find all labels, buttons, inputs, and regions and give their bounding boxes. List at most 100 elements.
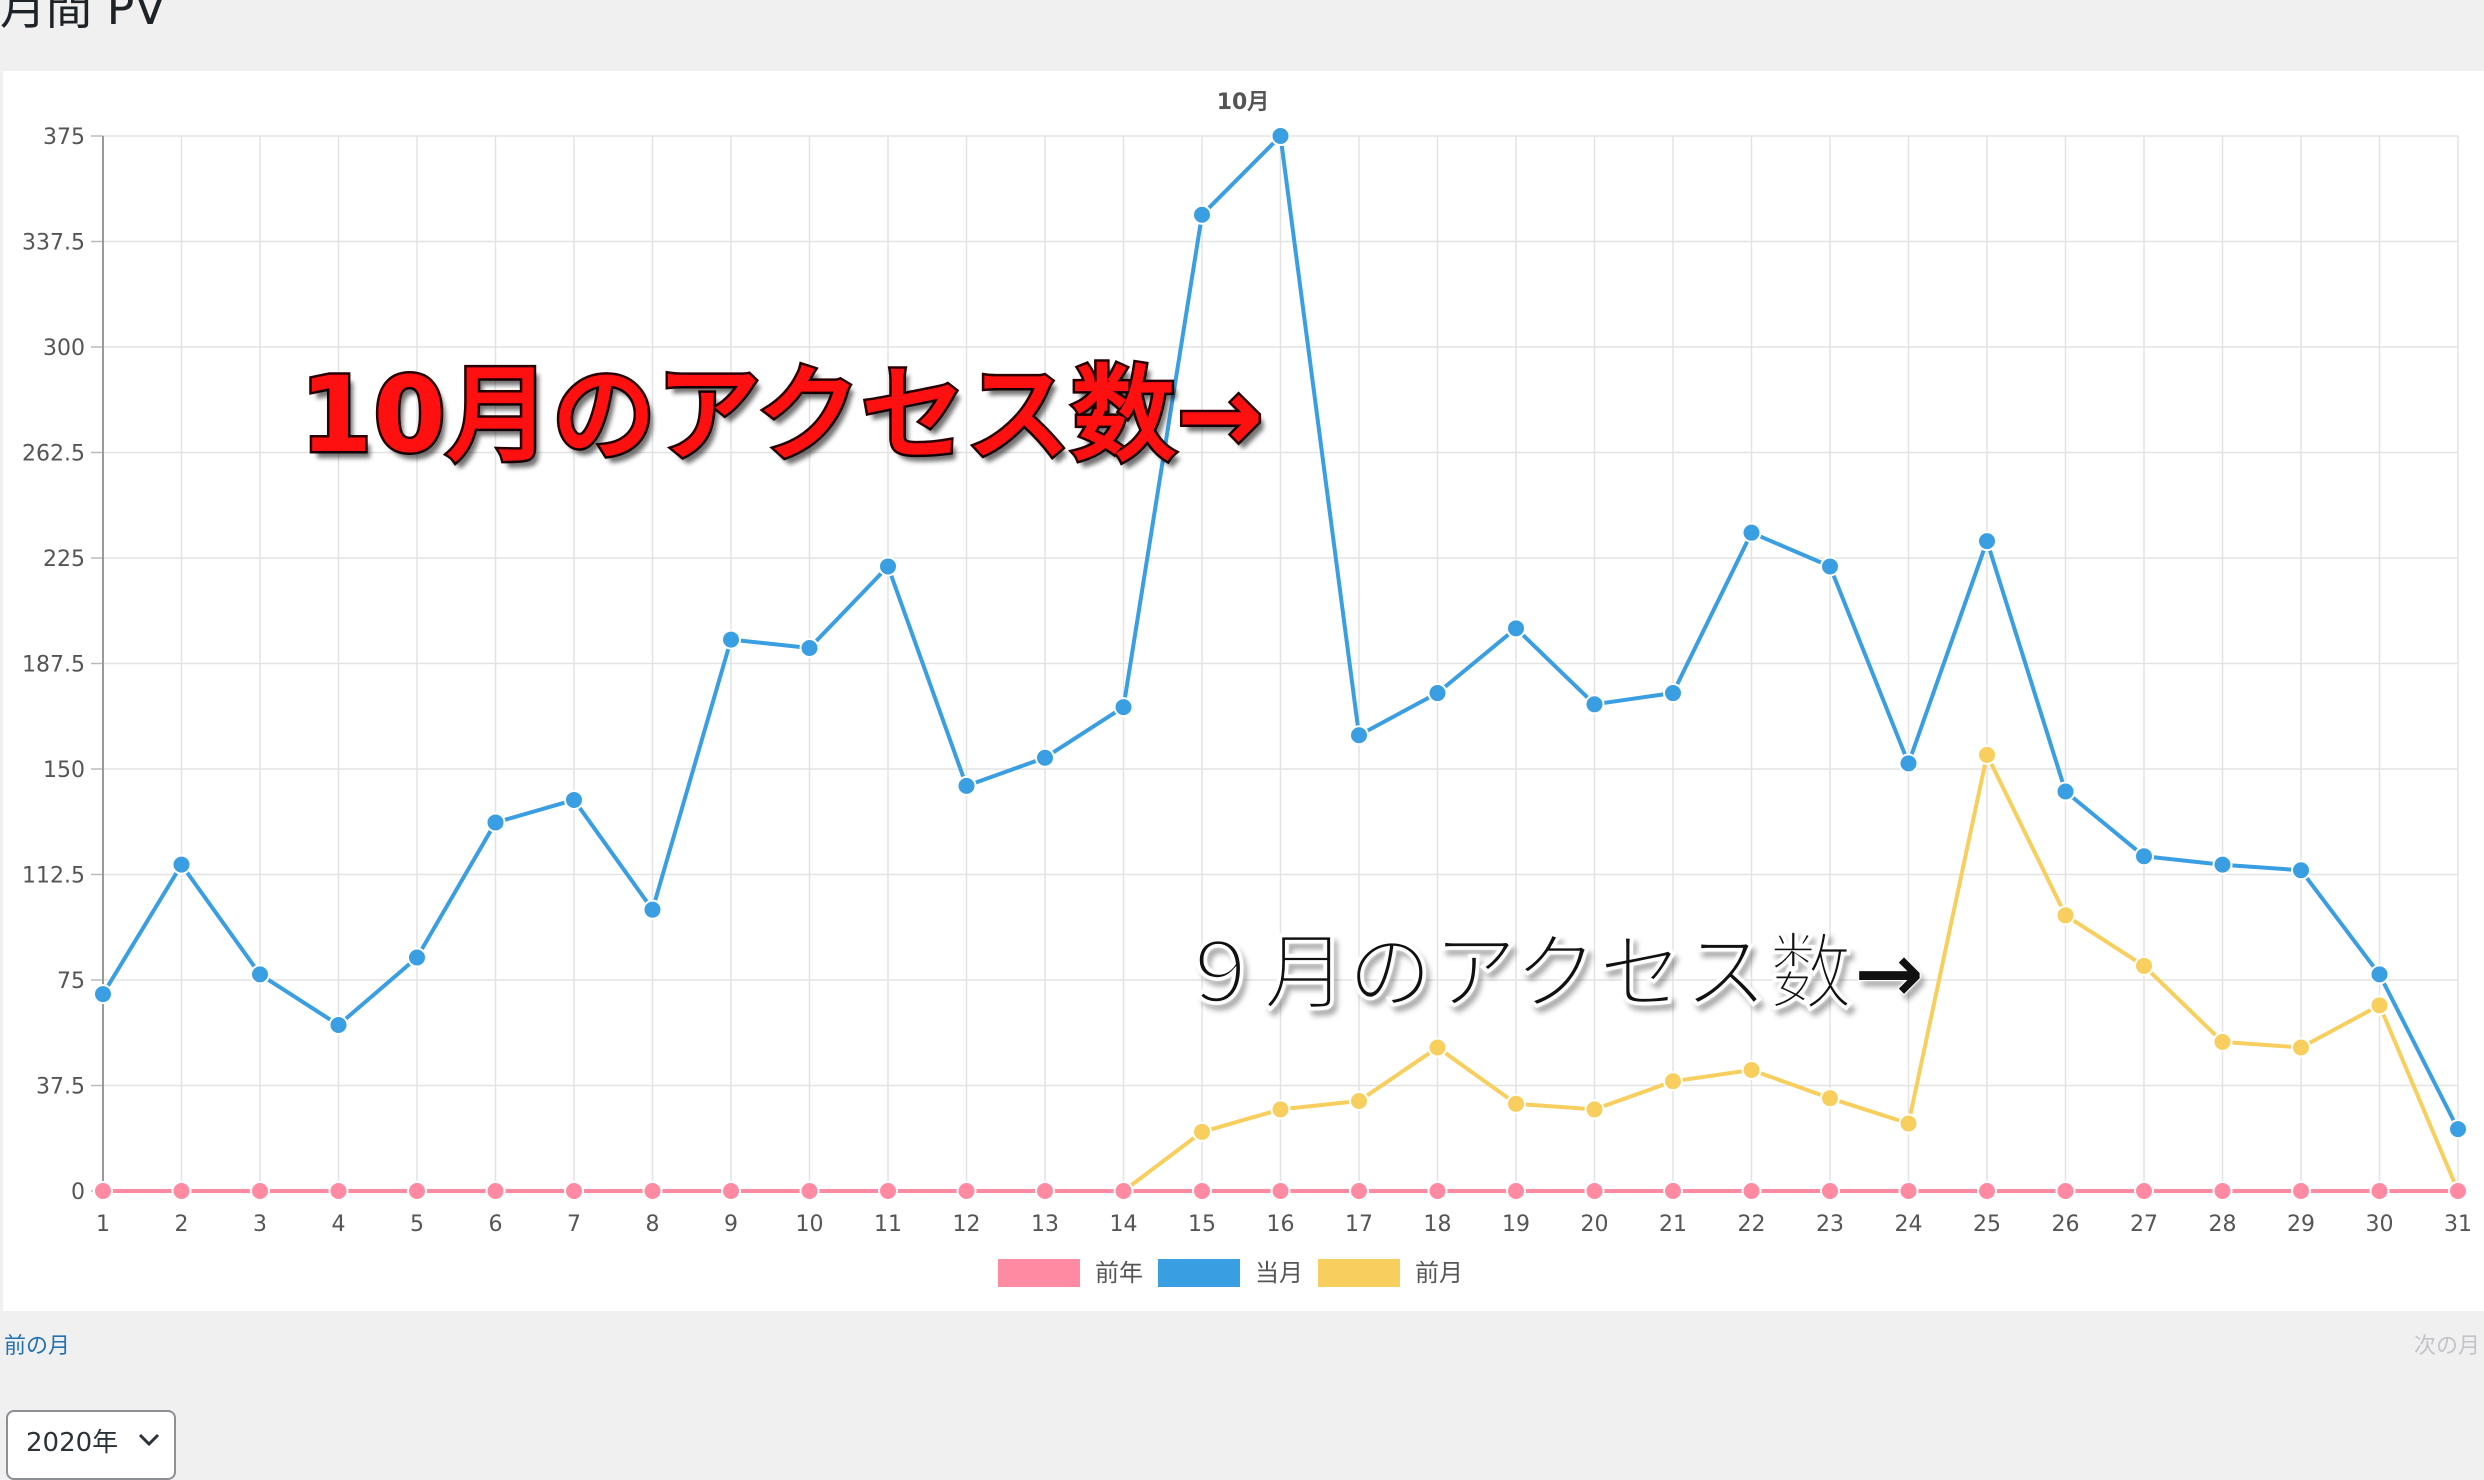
x-tick-label: 20 <box>1581 1212 1609 1237</box>
data-point-1 <box>1192 204 1212 225</box>
data-point-0 <box>1898 1181 1919 1201</box>
data-point-1 <box>1035 747 1055 768</box>
x-tick-label: 7 <box>567 1212 581 1237</box>
prev-month-link[interactable]: 前の月 <box>4 1334 71 1359</box>
data-point-1 <box>2369 964 2390 985</box>
x-tick-label: 16 <box>1267 1212 1295 1237</box>
data-point-0 <box>1427 1181 1448 1201</box>
y-tick-label: 225 <box>43 547 85 572</box>
data-point-2 <box>2291 1037 2311 1058</box>
y-tick-label: 262.5 <box>22 442 85 467</box>
data-point-1 <box>2291 860 2311 881</box>
data-point-0 <box>1035 1181 1055 1201</box>
x-tick-label: 1 <box>96 1212 110 1237</box>
x-tick-label: 18 <box>1424 1212 1452 1237</box>
data-point-1 <box>956 775 977 796</box>
data-point-2 <box>1898 1113 1919 1134</box>
data-point-0 <box>328 1181 349 1201</box>
legend-label: 前月 <box>1415 1259 1463 1287</box>
data-point-2 <box>1663 1071 1683 1092</box>
data-point-0 <box>1741 1181 1762 1201</box>
data-point-0 <box>1349 1181 1369 1201</box>
data-point-1 <box>2055 781 2076 802</box>
data-point-0 <box>2291 1181 2311 1201</box>
y-tick-label: 300 <box>43 336 85 361</box>
data-point-1 <box>1427 683 1448 704</box>
x-tick-label: 12 <box>953 1212 981 1237</box>
legend-swatch <box>1318 1259 1400 1287</box>
y-tick-label: 375 <box>43 125 85 150</box>
data-point-0 <box>2448 1181 2468 1201</box>
x-tick-label: 27 <box>2130 1212 2158 1237</box>
annotation-october: 10月のアクセス数→ <box>298 352 1267 479</box>
x-tick-label: 11 <box>874 1212 902 1237</box>
x-tick-label: 28 <box>2209 1212 2237 1237</box>
data-point-1 <box>1349 725 1369 746</box>
y-tick-label: 187.5 <box>22 653 85 678</box>
data-point-0 <box>171 1181 192 1201</box>
legend-label: 当月 <box>1255 1259 1303 1287</box>
x-tick-label: 3 <box>253 1212 267 1237</box>
data-point-0 <box>2134 1181 2154 1201</box>
data-point-0 <box>1663 1181 1683 1201</box>
data-point-0 <box>1584 1181 1605 1201</box>
x-tick-label: 30 <box>2366 1212 2394 1237</box>
data-point-0 <box>485 1181 506 1201</box>
x-tick-label: 8 <box>646 1212 660 1237</box>
data-point-1 <box>485 812 506 833</box>
x-tick-label: 4 <box>332 1212 346 1237</box>
data-point-0 <box>2055 1181 2076 1201</box>
x-tick-label: 23 <box>1816 1212 1844 1237</box>
legend-label: 前年 <box>1095 1259 1143 1287</box>
data-point-1 <box>2448 1119 2468 1140</box>
data-point-1 <box>328 1015 349 1036</box>
next-month-link: 次の月 <box>2413 1334 2480 1359</box>
data-point-1 <box>93 984 113 1005</box>
x-tick-label: 15 <box>1188 1212 1216 1237</box>
year-select[interactable]: 2020年 <box>6 1410 177 1480</box>
x-tick-label: 9 <box>724 1212 738 1237</box>
data-point-1 <box>1506 618 1526 639</box>
data-point-1 <box>642 899 663 920</box>
y-tick-label: 150 <box>43 758 85 783</box>
data-point-0 <box>407 1181 427 1201</box>
data-point-2 <box>1427 1037 1448 1058</box>
data-point-1 <box>2212 854 2233 875</box>
data-point-1 <box>407 947 427 968</box>
data-point-2 <box>1270 1099 1291 1120</box>
chart-title: 10月 <box>1217 90 1270 115</box>
data-point-0 <box>250 1181 270 1201</box>
x-tick-label: 5 <box>410 1212 424 1237</box>
data-point-2 <box>1977 744 1997 765</box>
data-point-1 <box>1977 531 1997 552</box>
x-tick-label: 13 <box>1031 1212 1059 1237</box>
data-point-2 <box>1741 1060 1762 1081</box>
data-point-1 <box>250 964 270 985</box>
data-point-0 <box>93 1181 113 1201</box>
annotation-september: ９月のアクセス数→ <box>1177 924 1926 1023</box>
data-point-1 <box>2134 846 2154 867</box>
data-point-1 <box>878 556 898 577</box>
data-point-0 <box>1820 1181 1840 1201</box>
data-point-0 <box>2369 1181 2390 1201</box>
data-point-0 <box>2212 1181 2233 1201</box>
data-point-0 <box>721 1181 741 1201</box>
x-tick-label: 24 <box>1895 1212 1923 1237</box>
data-point-0 <box>956 1181 977 1201</box>
data-point-2 <box>2212 1031 2233 1052</box>
data-point-1 <box>1663 683 1683 704</box>
data-point-2 <box>1584 1099 1605 1120</box>
x-tick-label: 14 <box>1110 1212 1138 1237</box>
data-point-0 <box>1270 1181 1291 1201</box>
data-point-1 <box>1584 694 1605 715</box>
data-point-0 <box>1192 1181 1212 1201</box>
page-title: 月間 PV <box>0 0 166 35</box>
data-point-1 <box>1820 556 1840 577</box>
data-point-1 <box>1270 126 1291 146</box>
data-point-1 <box>564 789 584 810</box>
data-point-2 <box>1820 1088 1840 1109</box>
x-tick-label: 6 <box>489 1212 503 1237</box>
data-point-2 <box>1192 1121 1212 1142</box>
data-point-0 <box>564 1181 584 1201</box>
y-tick-label: 37.5 <box>36 1075 85 1100</box>
